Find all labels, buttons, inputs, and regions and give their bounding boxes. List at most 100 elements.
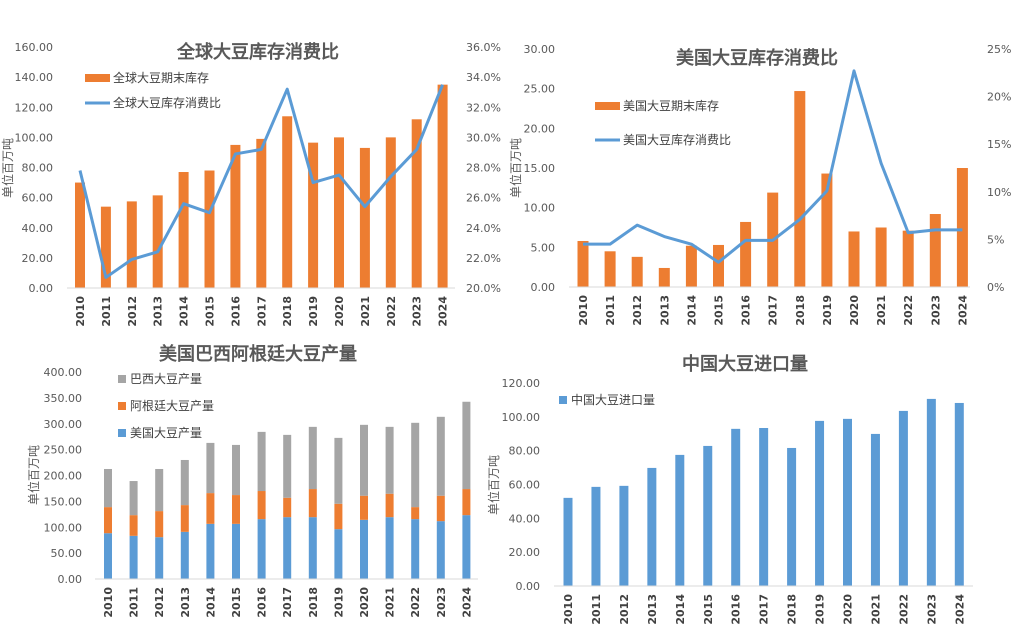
x-tick-label: 2020 (842, 594, 855, 625)
bar (713, 244, 724, 287)
x-tick-label: 2011 (128, 587, 141, 618)
x-tick-label: 2013 (179, 587, 192, 618)
y-tick-label: 60.00 (509, 479, 541, 492)
y-tick-label: 50.00 (51, 547, 83, 560)
y2-tick-label: 22.0% (466, 252, 501, 265)
bar (703, 445, 713, 586)
x-tick-label: 2019 (814, 594, 827, 625)
x-tick-label: 2021 (875, 295, 888, 326)
bar (308, 489, 317, 518)
bar (360, 424, 368, 496)
y-tick-label: 250.00 (44, 444, 83, 457)
x-tick-label: 2024 (460, 587, 473, 618)
bar (180, 459, 189, 506)
y-tick-label: 120.00 (502, 377, 541, 390)
y2-tick-label: 20% (987, 91, 1011, 104)
bar (204, 170, 215, 288)
y2-tick-label: 0% (987, 281, 1004, 294)
y2-tick-label: 20.0% (466, 282, 501, 295)
x-tick-label: 2015 (230, 587, 243, 618)
bar (360, 519, 368, 579)
y-axis-label: 单位百万吨 (508, 138, 523, 198)
y-tick-label: 40.00 (509, 512, 541, 525)
x-tick-label: 2018 (794, 295, 807, 326)
x-tick-label: 2015 (713, 295, 726, 326)
bar (956, 168, 968, 287)
chart-title: 美国大豆库存消费比 (676, 47, 838, 69)
y-tick-label: 15.00 (524, 162, 556, 175)
bar (436, 521, 445, 579)
x-tick-label: 2022 (409, 587, 422, 618)
bar (411, 519, 420, 579)
x-tick-label: 2022 (902, 295, 915, 326)
bar (104, 507, 112, 534)
bar (462, 489, 471, 516)
legend-swatch (118, 402, 126, 410)
x-tick-label: 2010 (577, 295, 590, 326)
x-tick-label: 2012 (126, 296, 139, 327)
y2-tick-label: 26.0% (466, 192, 501, 205)
y-tick-label: 100.00 (502, 411, 541, 424)
y-tick-label: 160.00 (15, 41, 54, 54)
x-tick-label: 2017 (281, 587, 294, 618)
x-tick-label: 2014 (178, 296, 191, 327)
bar (256, 138, 267, 288)
x-tick-label: 2012 (618, 594, 631, 625)
chart-title: 中国大豆进口量 (682, 353, 808, 375)
y2-tick-label: 28.0% (466, 162, 501, 175)
bar (631, 256, 643, 287)
x-tick-label: 2019 (307, 296, 320, 327)
x-tick-label: 2020 (333, 296, 346, 327)
x-tick-label: 2010 (102, 587, 115, 618)
bar (577, 240, 589, 287)
y-tick-label: 25.00 (524, 83, 556, 96)
bar (180, 505, 189, 532)
x-tick-label: 2017 (758, 594, 771, 625)
bar (462, 515, 471, 579)
y-tick-label: 400.00 (44, 366, 83, 379)
chart-title: 全球大豆库存消费比 (176, 41, 339, 63)
bar (75, 182, 85, 288)
y-tick-label: 200.00 (44, 470, 83, 483)
bar (870, 433, 880, 586)
bar (232, 523, 240, 579)
bar (619, 485, 629, 586)
bar (411, 119, 422, 288)
x-tick-label: 2016 (740, 295, 753, 326)
bar (360, 495, 368, 520)
bar (178, 172, 189, 288)
x-tick-label: 2011 (590, 594, 603, 625)
bar (759, 427, 769, 586)
bar (206, 442, 215, 494)
bar (658, 267, 670, 287)
chart-title: 美国巴西阿根廷大豆产量 (159, 343, 357, 365)
x-tick-label: 2023 (925, 594, 938, 625)
legend-swatch (85, 74, 110, 82)
x-tick-label: 2023 (411, 296, 424, 327)
bar (283, 497, 292, 518)
bar (929, 214, 941, 287)
x-tick-label: 2015 (204, 296, 217, 327)
x-tick-label: 2014 (674, 594, 687, 625)
bar (334, 529, 343, 579)
x-tick-label: 2020 (848, 295, 861, 326)
legend-label: 全球大豆库存消费比 (113, 95, 221, 110)
bar (308, 517, 317, 579)
bar (334, 437, 343, 504)
bar (843, 418, 852, 586)
x-tick-label: 2011 (100, 296, 113, 327)
x-tick-label: 2016 (229, 296, 242, 327)
y2-tick-label: 30.0% (466, 131, 501, 144)
bar (257, 519, 266, 579)
bar (794, 91, 806, 288)
x-tick-label: 2023 (435, 587, 448, 618)
bar (411, 507, 420, 520)
bar (155, 511, 164, 538)
bar (898, 410, 908, 586)
y-tick-label: 20.00 (509, 546, 541, 559)
bar (563, 497, 573, 586)
bar (308, 142, 319, 288)
bar (359, 147, 370, 288)
